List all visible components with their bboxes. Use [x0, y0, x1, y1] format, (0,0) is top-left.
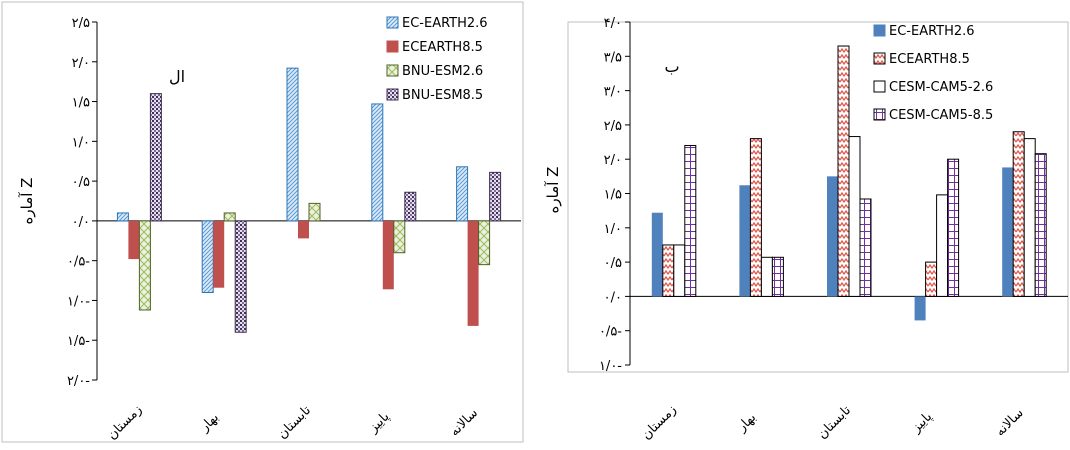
bar-4-2 [234, 220, 247, 333]
x-tick-label: سالانه [993, 406, 1027, 440]
bar-4-3 [859, 198, 872, 297]
chart-panel-be: ۱/۰- ۰/۵- ۰/۰ ۰/۵ ۱/۰ ۱/۵ ۲/۰ ۲/۵ ۳/۰ ۳/۵ ۴/۰ زمستا… [544, 16, 1069, 443]
y-axis-title: آماره Z [18, 178, 36, 225]
bar-2-2 [213, 220, 225, 288]
legend-label: ECEARTH8.5 [402, 40, 483, 55]
legend-swatch [873, 80, 886, 93]
bar-1-1 [651, 212, 663, 297]
bar-4-5 [489, 171, 502, 222]
bar-1-5 [456, 166, 469, 222]
bar-2-4 [925, 261, 938, 297]
legend-label: CESM-CAM5-2.6 [889, 80, 993, 95]
y-tick-label: ۱/۰ [72, 135, 90, 150]
bar-2-1 [662, 244, 675, 297]
x-tick-label: پاییز [908, 409, 935, 436]
legend-swatch [386, 16, 399, 29]
bar-3-3 [308, 202, 321, 222]
bar-4-2 [771, 256, 784, 297]
bar-1-1 [116, 212, 129, 222]
y-tick-label: ۲/۵ [604, 119, 622, 134]
y-tick-label: ۰/۵ [604, 256, 622, 271]
legend: EC-EARTH2.6 ECEARTH8.5 BNU-ESM2.6 BNU-ESM8.… [386, 16, 488, 103]
y-tick-label: ۲/۵ [72, 16, 90, 31]
bar-1-4 [371, 103, 384, 222]
y-tick-label: ۲/۰ [72, 56, 90, 71]
bar-1-4 [914, 296, 926, 321]
bar-2-5 [1012, 131, 1025, 297]
y-tick-label: ۴/۰ [604, 16, 622, 31]
legend-label: ECEARTH8.5 [889, 52, 970, 67]
y-tick-label: ۳/۵ [604, 50, 622, 65]
y-tick-label: ۰/۰ [604, 290, 622, 305]
x-tick-label: بهار [734, 410, 759, 435]
x-tick-label: سالانه [447, 406, 481, 440]
legend: EC-EARTH2.6 ECEARTH8.5 CESM-CAM5-2.6 CESM-C… [873, 24, 993, 123]
x-tick-label: زمستان [639, 402, 680, 443]
y-tick-label: ۰/۵- [599, 325, 622, 340]
bar-1-2 [739, 185, 751, 297]
panel-label: ب [664, 57, 679, 76]
legend-swatch [386, 40, 399, 53]
bar-1-3 [286, 67, 299, 222]
y-tick-label: ۰/۵- [67, 255, 90, 270]
x-tick-label: بهار [197, 410, 222, 435]
y-tick-label: ۰/۰ [72, 215, 90, 230]
legend-label: EC-EARTH2.6 [889, 24, 975, 39]
bar-3-2 [760, 256, 773, 297]
y-tick-label: ۱/۰ [604, 222, 622, 237]
chart-border [567, 21, 1069, 373]
bar-4-1 [684, 144, 697, 297]
y-tick-label: ۱/۵- [67, 334, 90, 349]
y-tick-label: ۳/۰ [604, 85, 622, 100]
bar-4-4 [947, 158, 960, 297]
bar-1-2 [201, 220, 214, 293]
bar-2-5 [467, 220, 479, 326]
legend-label: EC-EARTH2.6 [402, 16, 488, 31]
x-tick-label: تابستان [275, 403, 314, 442]
x-tick-label: پاییز [365, 409, 392, 436]
bar-3-1 [673, 244, 686, 297]
y-tick-label: ۰/۵ [72, 175, 90, 190]
y-axis-title: آماره Z [544, 167, 562, 214]
y-tick-label: ۱/۵ [604, 188, 622, 203]
bar-3-5 [478, 220, 491, 266]
legend-label: BNU-ESM2.6 [402, 64, 483, 79]
bar-4-1 [149, 93, 162, 222]
legend-swatch [873, 52, 886, 65]
bar-3-2 [223, 212, 236, 222]
y-tick-label: ۲/۰ [604, 153, 622, 168]
legend-swatch [386, 88, 399, 101]
legend-label: CESM-CAM5-8.5 [889, 108, 993, 123]
legend-label: BNU-ESM8.5 [402, 88, 483, 103]
legend-swatch [386, 64, 399, 77]
bar-2-2 [749, 138, 762, 297]
legend-swatch [873, 24, 886, 37]
bar-4-4 [404, 191, 417, 222]
y-tick-label: ۱/۵ [72, 96, 90, 111]
chart-panel-alef: ۲/۰- ۱/۵- ۱/۰- ۰/۵- ۰/۰ ۰/۵ ۱/۰ ۱/۵ ۲/۰ ۲/۵ زمستان… [1, 1, 524, 443]
bar-1-5 [1002, 167, 1014, 297]
bar-2-1 [128, 220, 140, 260]
bar-4-5 [1034, 153, 1047, 297]
bar-2-4 [382, 220, 394, 290]
y-tick-label: ۲/۰- [67, 374, 90, 389]
x-tick-label: زمستان [105, 402, 146, 443]
panel-label: ال [169, 67, 185, 86]
bar-3-4 [936, 194, 949, 297]
bar-3-5 [1023, 138, 1036, 297]
bar-3-4 [393, 220, 406, 254]
x-tick-label: تابستان [815, 403, 854, 442]
legend-swatch [873, 108, 886, 121]
y-tick-label: ۱/۰- [599, 359, 622, 374]
chart-border [1, 1, 524, 443]
bar-2-3 [837, 45, 850, 297]
bar-2-3 [298, 220, 309, 239]
bar-3-3 [848, 136, 861, 297]
y-tick-label: ۱/۰- [67, 294, 90, 309]
bar-3-1 [138, 220, 151, 311]
bar-1-3 [827, 176, 838, 297]
